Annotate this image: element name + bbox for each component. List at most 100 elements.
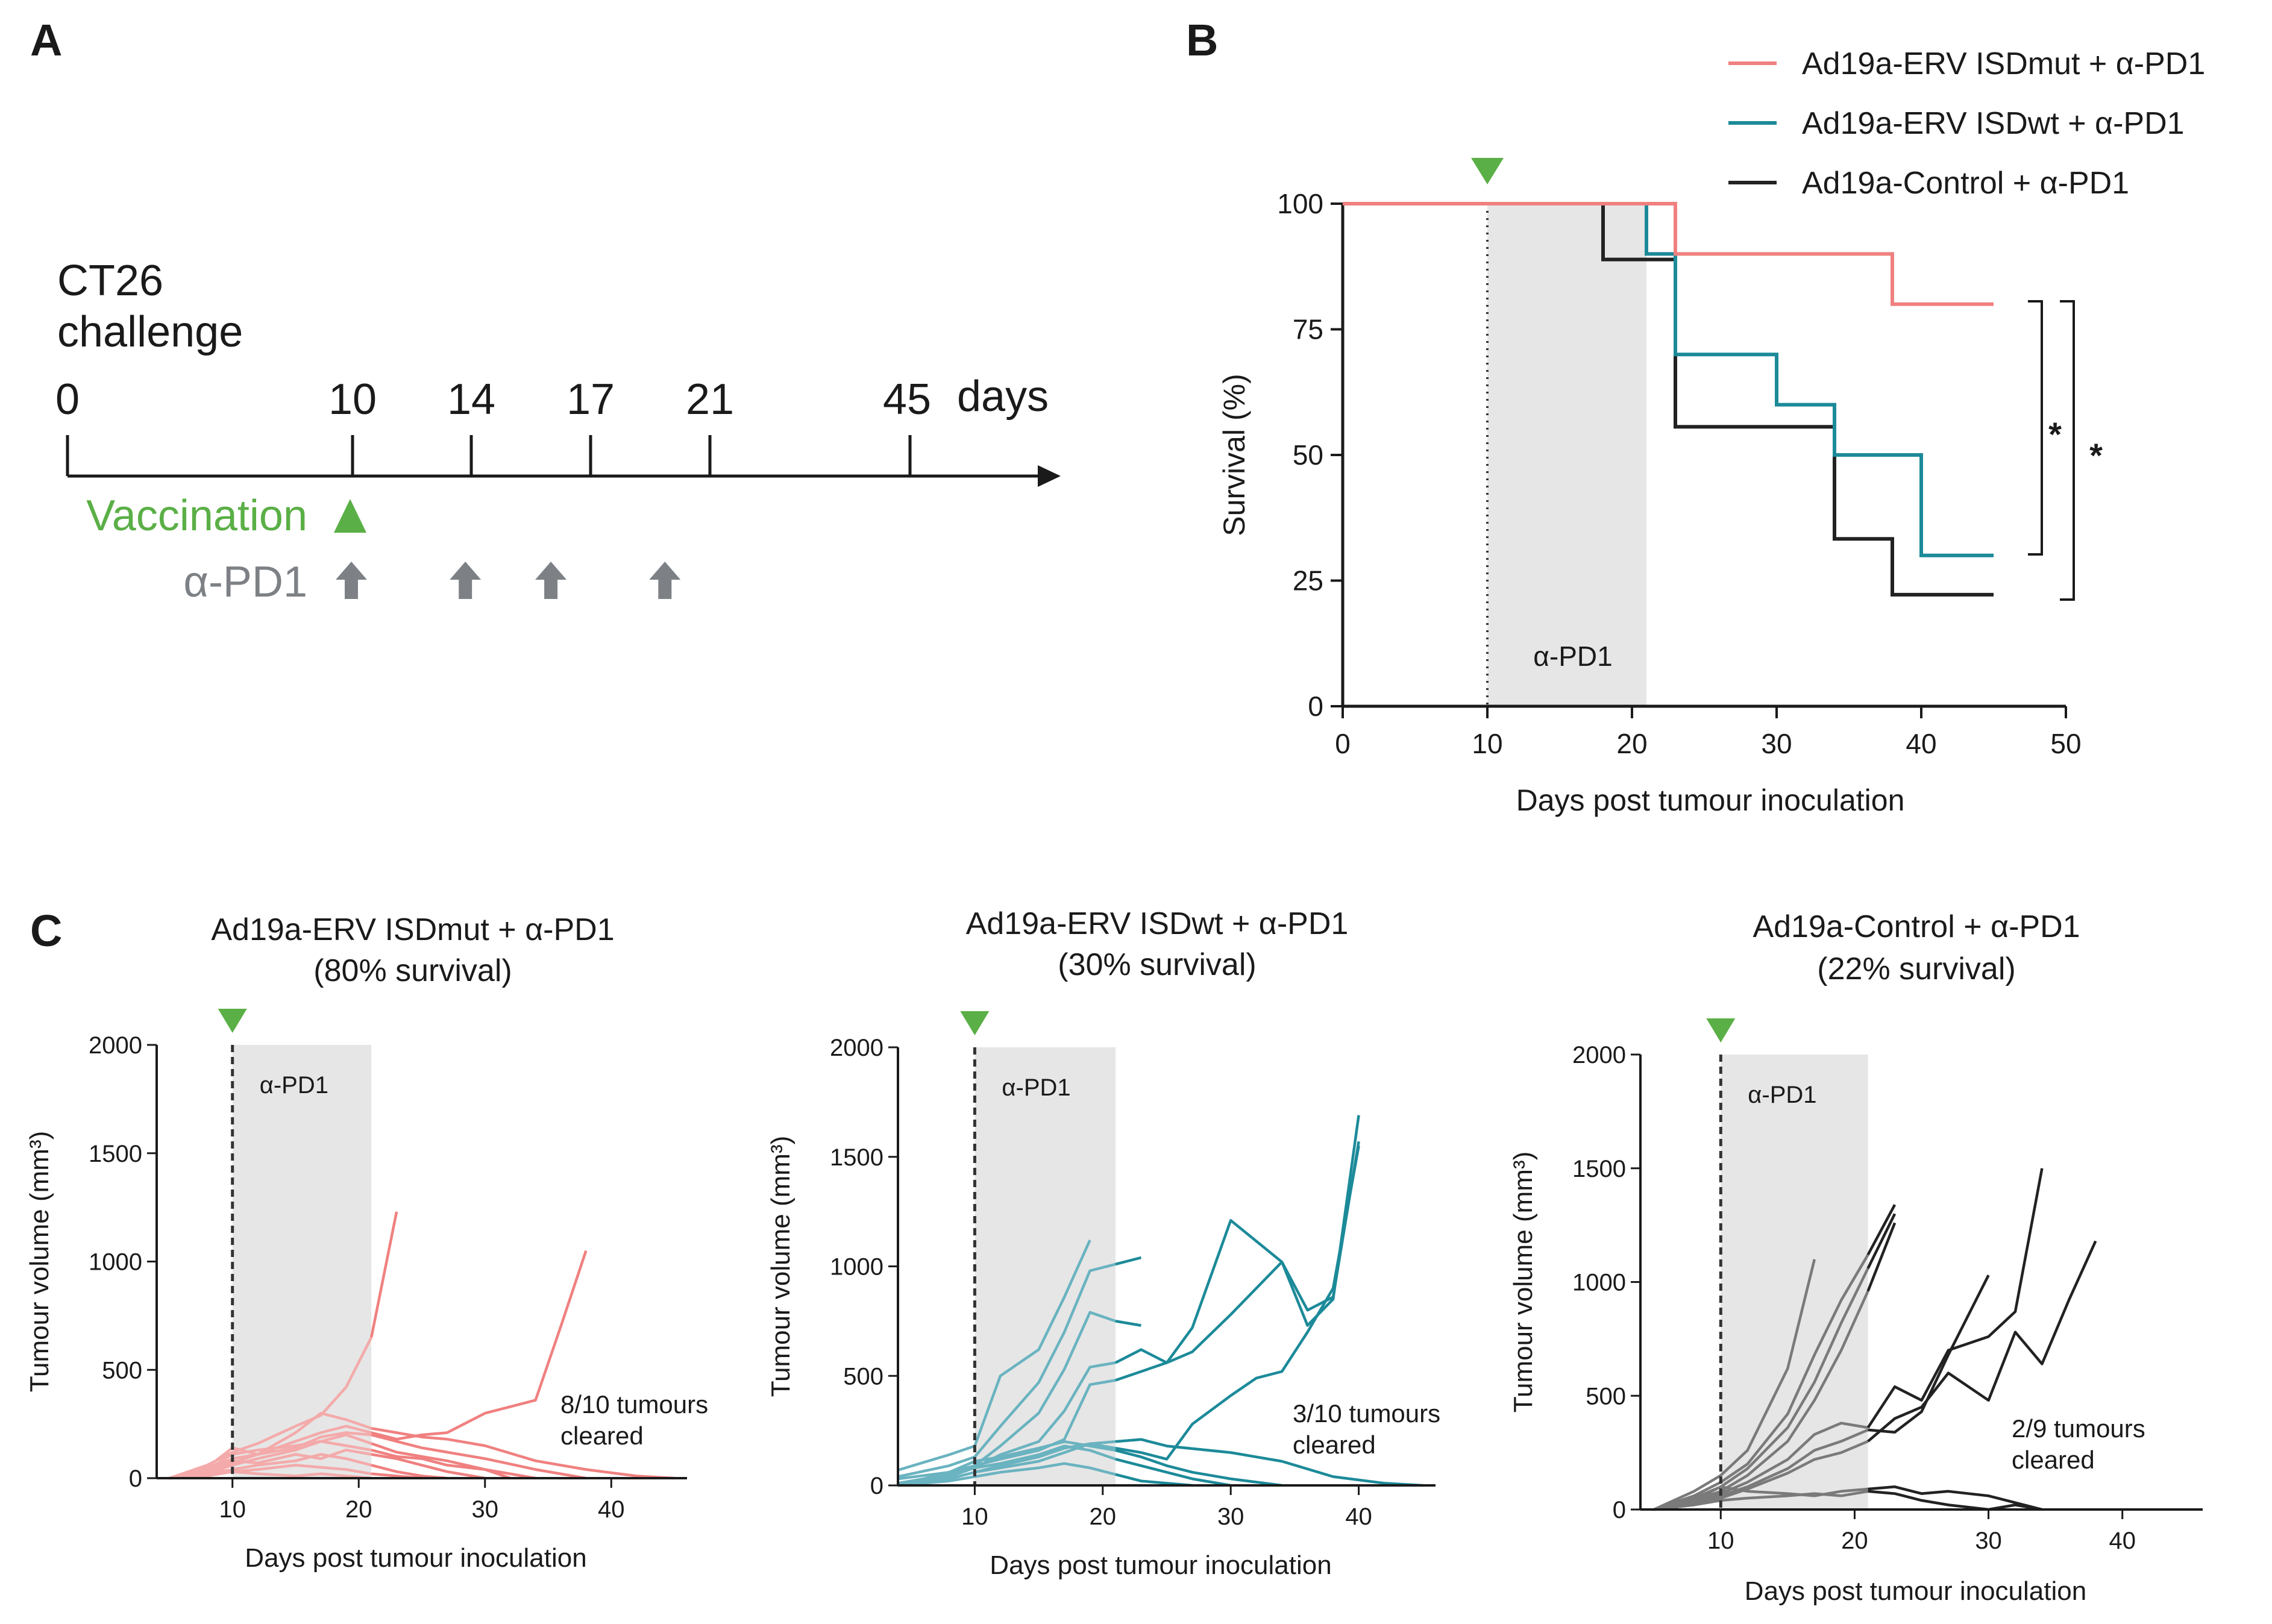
apd1-label: α-PD1 — [183, 558, 307, 606]
survival-chart: α-PD1 0 25 50 75 100 0 10 20 30 40 50 Days post tumo… — [1217, 46, 2205, 817]
shaded-region-label: α-PD1 — [260, 1072, 328, 1099]
y-axis-title: Survival (%) — [1217, 374, 1251, 536]
tumour-series-6-early — [169, 1464, 372, 1480]
y-tick-label: 1000 — [89, 1249, 142, 1276]
tumour-series-7-late — [1868, 1485, 2042, 1511]
panel-b: B α-PD1 0 25 50 75 100 0 10 20 30 40 50 Days post tu… — [1186, 15, 2205, 817]
survival-series-0 — [1343, 202, 1994, 306]
apd1-shaded-region — [232, 1045, 372, 1478]
survival-series-1 — [1343, 202, 1994, 557]
tumour-series-9-early — [897, 1462, 1116, 1487]
cleared-note-line-1: 3/10 tumours — [1293, 1399, 1440, 1428]
x-tick-label: 10 — [1707, 1528, 1734, 1554]
tumour-series-8-late — [371, 1433, 586, 1480]
x-tick-label: 10 — [1472, 728, 1502, 759]
timeline-label-17: 17 — [566, 375, 615, 424]
panel-a-letter: A — [30, 15, 62, 65]
legend-label-0: Ad19a-ERV ISDmut + α-PD1 — [1802, 46, 2205, 81]
vaccination-marker-icon — [1706, 1018, 1736, 1042]
apd1-arrow-icon-1 — [450, 562, 482, 599]
apd1-arrow-icon-3 — [649, 562, 681, 599]
tumour-series-1-late — [1866, 1204, 1897, 1256]
y-tick-label: 500 — [102, 1357, 142, 1384]
chart-title-line-2: (30% survival) — [1058, 947, 1256, 982]
x-tick-label: 30 — [1761, 728, 1792, 759]
tumour-series-4-late — [371, 1453, 486, 1480]
x-tick-label: 20 — [1090, 1503, 1117, 1530]
tumour-series-1-early — [897, 1262, 1116, 1478]
tumour-series-1-early — [1653, 1254, 1869, 1511]
cleared-note-line-1: 2/9 tumours — [2012, 1414, 2145, 1443]
tumour-series-8-early — [897, 1440, 1116, 1487]
y-tick-label: 0 — [1308, 691, 1323, 722]
apd1-arrow-icon-2 — [535, 562, 567, 599]
challenge-line-1: CT26 — [57, 257, 163, 305]
y-tick-label: 2000 — [830, 1035, 883, 1061]
apd1-shaded-region — [1721, 1055, 1868, 1510]
y-tick-label: 1000 — [1572, 1270, 1626, 1296]
cleared-note-line-1: 8/10 tumours — [560, 1390, 708, 1419]
tumour-series-6-late — [1868, 1274, 1990, 1434]
tumour-series-7-late — [371, 1449, 511, 1480]
timeline-label-45: 45 — [883, 375, 931, 424]
shaded-region-label: α-PD1 — [1748, 1082, 1816, 1108]
chart-title-line-2: (22% survival) — [1817, 952, 2015, 986]
vaccination-marker-icon — [1471, 158, 1504, 184]
tumour-series-7-late — [1115, 1458, 1231, 1487]
x-tick-label: 40 — [2109, 1528, 2136, 1554]
panel-a: A CT26 challenge 0 10 14 17 21 45 days V… — [30, 15, 1061, 606]
y-tick-label: 1000 — [830, 1254, 883, 1281]
y-tick-label: 0 — [129, 1466, 142, 1492]
timeline-label-10: 10 — [328, 375, 377, 424]
tumour-chart-control: Ad19a-Control + α-PD1 (22% survival) α-PD1… — [1508, 909, 2203, 1606]
panel-b-letter: B — [1186, 15, 1218, 65]
y-tick-label: 1500 — [89, 1141, 142, 1167]
y-axis-title: Tumour volume (mm³) — [1508, 1152, 1538, 1413]
x-tick-label: 10 — [961, 1503, 988, 1530]
x-tick-label: 30 — [1217, 1503, 1244, 1530]
shaded-region-label: α-PD1 — [1533, 641, 1612, 672]
timeline-label-14: 14 — [447, 375, 495, 424]
timeline-label-21: 21 — [686, 375, 734, 424]
tumour-series-7-early — [1653, 1485, 1868, 1511]
x-tick-label: 40 — [1345, 1503, 1372, 1530]
tumour-series-7-early — [169, 1440, 372, 1480]
y-tick-label: 0 — [1613, 1497, 1626, 1523]
panel-c-letter: C — [30, 906, 62, 956]
apd1-shaded-region — [974, 1047, 1116, 1485]
significance-star-1: * — [2048, 415, 2062, 453]
tumour-series-2-late — [1866, 1213, 1897, 1269]
tumour-series-3-late — [1866, 1222, 1897, 1292]
shaded-region-label: α-PD1 — [1002, 1074, 1070, 1101]
tumour-series-2-early — [1653, 1267, 1869, 1511]
timeline-arrowhead — [1038, 465, 1061, 487]
tumour-series-8-early — [1653, 1490, 1868, 1511]
cleared-note-line-2: cleared — [560, 1422, 644, 1450]
x-tick-label: 40 — [1906, 728, 1936, 759]
tumour-series-6-early — [1653, 1428, 1869, 1511]
y-tick-label: 2000 — [89, 1032, 142, 1059]
x-tick-label: 50 — [2050, 728, 2081, 759]
y-tick-label: 25 — [1293, 565, 1323, 597]
y-tick-label: 50 — [1293, 439, 1323, 471]
chart-title-line-1: Ad19a-ERV ISDwt + α-PD1 — [966, 906, 1349, 941]
x-axis-title: Days post tumour inoculation — [245, 1543, 586, 1573]
tumour-series-1-late — [371, 1250, 588, 1441]
x-tick-label: 0 — [1335, 728, 1351, 759]
x-axis-title: Days post tumour inoculation — [1745, 1576, 2086, 1606]
cleared-note-line-2: cleared — [2012, 1446, 2095, 1474]
tumour-series-2-late — [1115, 1320, 1141, 1327]
significance-bracket-1 — [2028, 300, 2043, 556]
vaccination-triangle-icon — [334, 499, 366, 533]
tumour-series-2-early — [169, 1411, 372, 1480]
x-axis-title: Days post tumour inoculation — [990, 1550, 1331, 1580]
legend-label-2: Ad19a-Control + α-PD1 — [1802, 166, 2129, 201]
y-tick-label: 0 — [870, 1473, 883, 1499]
vaccination-marker-icon — [218, 1009, 247, 1033]
apd1-arrows — [336, 562, 681, 599]
tumour-series-5-late — [1115, 1146, 1360, 1461]
y-tick-label: 500 — [843, 1363, 883, 1390]
tumour-series-2-late — [371, 1427, 675, 1480]
vaccination-marker-icon — [960, 1011, 990, 1035]
